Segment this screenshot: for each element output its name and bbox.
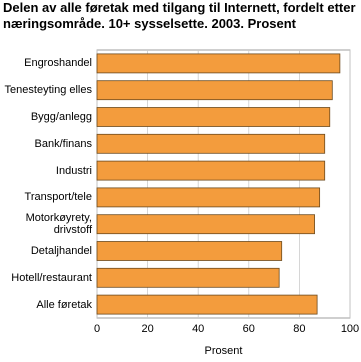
x-tick-label: 60 <box>243 323 255 335</box>
y-tick-label: Motorkøyrety, drivstoff <box>25 212 92 237</box>
y-tick-label: Bygg/anlegg <box>30 111 92 123</box>
bar <box>96 53 341 74</box>
x-axis-label: Prosent <box>205 345 243 357</box>
x-tick-label: 0 <box>94 323 100 335</box>
x-tick-label: 80 <box>293 323 305 335</box>
bar <box>96 187 321 208</box>
y-tick-label: Tenesteyting elles <box>4 84 92 97</box>
y-tick-label: Bank/finans <box>34 137 92 150</box>
x-tick-label: 100 <box>341 323 359 335</box>
chart-title: Delen av alle føretak med tilgang til In… <box>3 0 356 31</box>
bar <box>96 80 333 101</box>
bar <box>96 241 283 261</box>
y-tick-label: Alle føretak <box>36 298 92 311</box>
y-tick-label: Transport/tele <box>24 191 92 204</box>
bar <box>96 294 318 315</box>
x-tick-label: 20 <box>141 323 153 335</box>
bar <box>96 214 315 235</box>
x-tick-label: 40 <box>192 323 204 335</box>
y-tick-label: Engroshandel <box>24 57 92 70</box>
y-tick-label: Detaljhandel <box>30 245 92 257</box>
bar <box>96 160 326 181</box>
bar <box>96 267 280 288</box>
y-tick-label: Hotell/restaurant <box>11 271 92 284</box>
bar <box>96 107 331 127</box>
y-tick-label: Industri <box>55 164 92 177</box>
bar <box>96 133 326 154</box>
